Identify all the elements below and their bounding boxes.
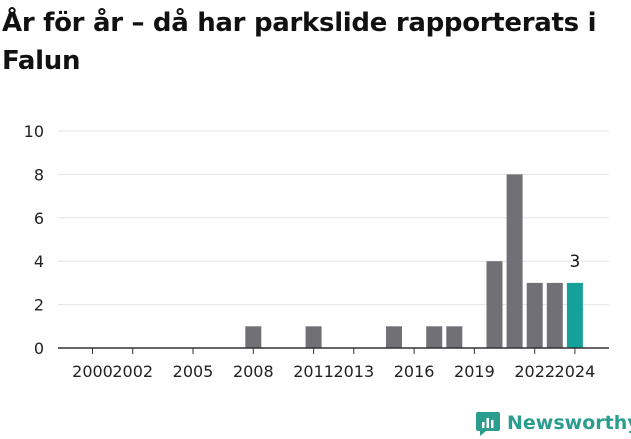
y-tick-label: 6 [34,209,44,228]
bars [245,174,583,348]
x-tick-label: 2022 [514,362,555,381]
x-tick-label: 2011 [293,362,334,381]
y-tick-label: 0 [34,339,44,358]
bar-2023 [546,282,563,348]
data-labels: 3 [569,252,580,272]
x-tick-label: 2002 [112,362,153,381]
bar-2017 [426,326,443,348]
y-tick-label: 2 [34,296,44,315]
bar-2008 [245,326,262,348]
y-axis-ticks: 0 2 4 6 8 10 [24,122,44,358]
x-axis: 2000 2002 2005 2008 2011 2013 2016 2019 2022 2024 [58,347,609,381]
x-tick-label: 2005 [173,362,214,381]
x-tick-label: 2008 [233,362,274,381]
x-tick-label: 2019 [454,362,495,381]
gridlines [58,130,609,306]
x-tick-label: 2016 [394,362,435,381]
bar-2022 [526,282,543,348]
x-tick-label: 2000 [72,362,113,381]
data-label-2024: 3 [569,252,580,272]
bar-2011 [305,326,322,348]
brand-name: Newsworthy [507,412,631,434]
chart-title: År för år – då har parkslide rapporterat… [2,8,597,76]
brand-logo: Newsworthy [475,408,631,438]
bar-2021 [506,174,523,348]
bar-chart: 0 2 4 6 8 10 2000 2002 2005 2008 2011 2013 2016 2019… [24,122,609,381]
bar-2018 [446,326,463,348]
y-tick-label: 10 [24,122,44,141]
x-tick-label: 2013 [333,362,374,381]
bar-2015 [386,326,402,348]
y-tick-label: 4 [34,252,44,271]
x-tick-label: 2024 [555,362,596,381]
bar-2024 [566,282,583,348]
bar-2020 [486,261,503,348]
newsworthy-logo-icon [476,412,500,436]
y-tick-label: 8 [34,165,44,184]
